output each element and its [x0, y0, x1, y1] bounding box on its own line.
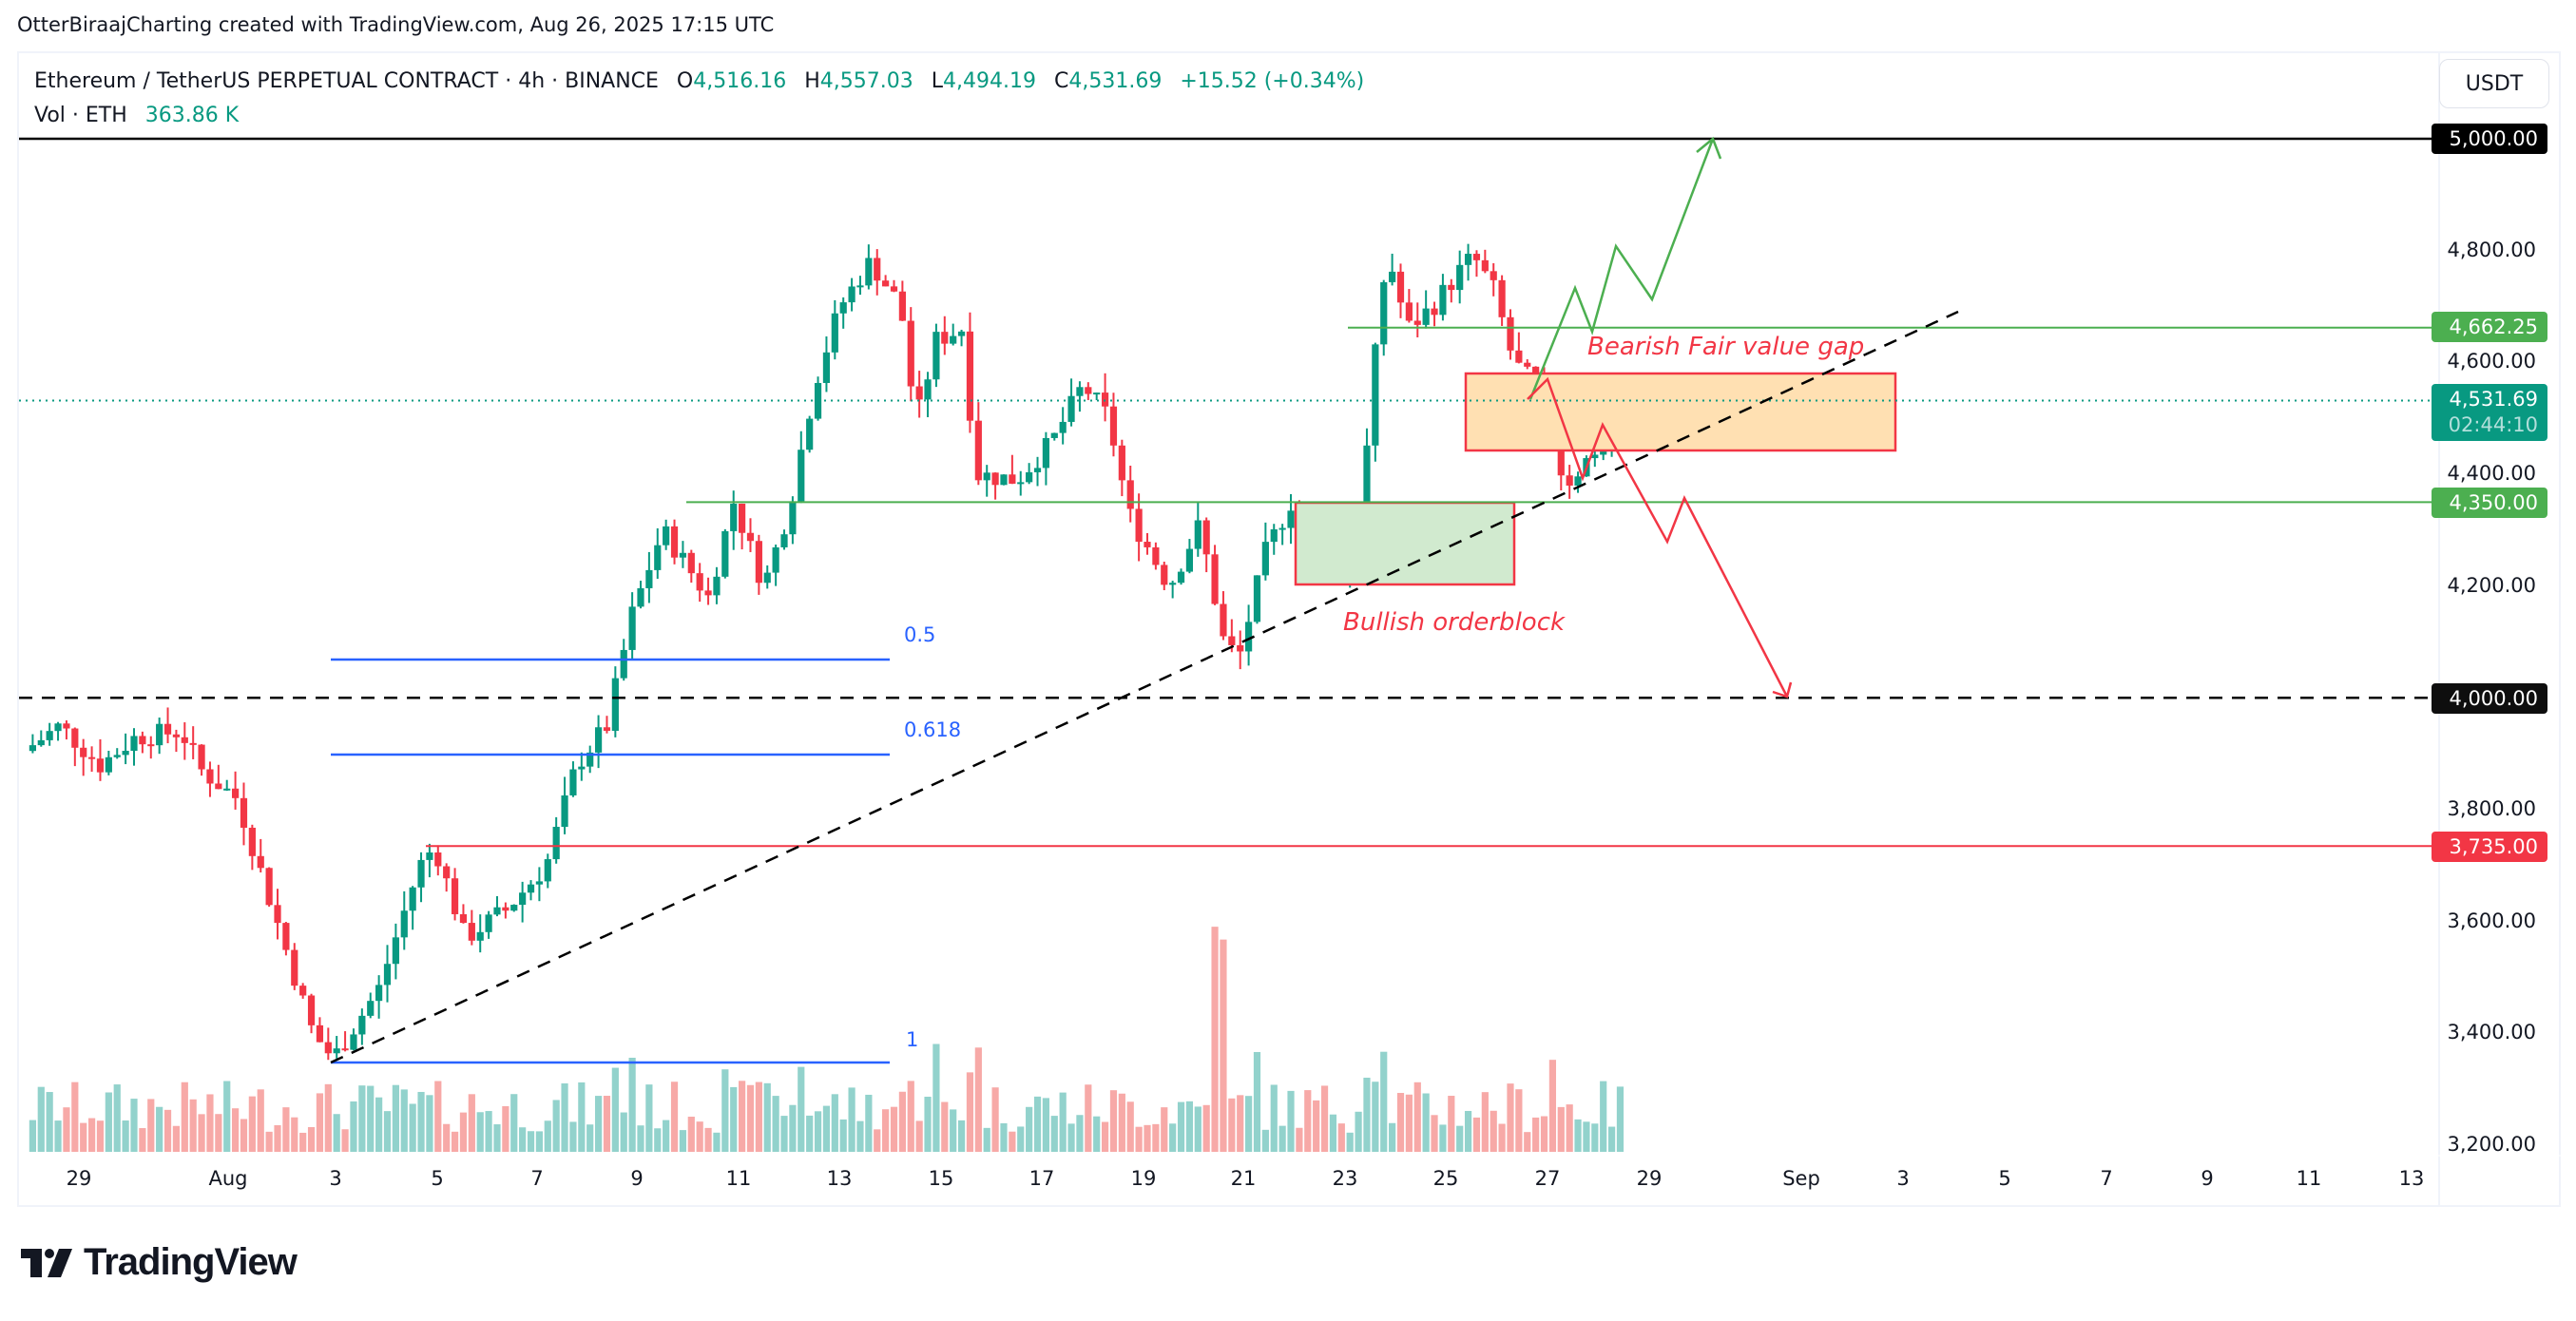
brand-name: TradingView: [84, 1241, 298, 1283]
price-tag-4662: 4,662.25: [2432, 312, 2547, 342]
currency-button[interactable]: USDT: [2439, 59, 2549, 108]
last-price-tag: 4,531.69 02:44:10: [2432, 384, 2547, 441]
volume-value: 363.86 K: [144, 104, 240, 127]
bullish-arrow-head-icon: [1696, 136, 1722, 160]
chart-frame: [17, 51, 2561, 1207]
time-tick: 23: [1332, 1167, 1358, 1190]
bullish-projection-path[interactable]: [1528, 138, 1715, 400]
time-tick: 3: [1896, 1167, 1910, 1190]
price-tick: 3,600.00: [2447, 909, 2536, 932]
time-tick: 29: [1636, 1167, 1663, 1190]
volume-bars: [29, 927, 1624, 1152]
orderblock-label: Bullish orderblock: [1343, 608, 1566, 637]
price-tick: 4,200.00: [2447, 573, 2536, 597]
price-tag-4000: 4,000.00: [2432, 683, 2547, 714]
time-tick: 7: [2100, 1167, 2113, 1190]
time-tick: 3: [329, 1167, 342, 1190]
time-tick: 7: [530, 1167, 544, 1190]
time-tick: 11: [725, 1167, 752, 1190]
fvg-label: Bearish Fair value gap: [1587, 333, 1865, 361]
price-tick: 4,400.00: [2447, 461, 2536, 485]
price-tick: 4,600.00: [2447, 350, 2536, 373]
fib-level-0.618: 0.618: [904, 718, 962, 741]
change-value: +15.52 (+0.34%): [1180, 69, 1365, 93]
time-tick: Sep: [1782, 1167, 1820, 1190]
time-tick: 27: [1534, 1167, 1561, 1190]
time-tick: 11: [2296, 1167, 2322, 1190]
last-price-value: 4,531.69: [2449, 388, 2538, 411]
low-label: L: [931, 69, 943, 93]
time-tick: 19: [1130, 1167, 1157, 1190]
price-tag-4350: 4,350.00: [2432, 488, 2547, 518]
price-tick: 3,800.00: [2447, 796, 2536, 820]
chart-credit: OtterBiraajCharting created with Trading…: [17, 13, 775, 36]
volume-label[interactable]: Vol · ETH: [34, 104, 127, 127]
time-tick: 13: [826, 1167, 853, 1190]
open-label: O: [676, 69, 694, 93]
price-tag-5000: 5,000.00: [2432, 124, 2547, 154]
fvg-zone[interactable]: [1464, 372, 1897, 452]
price-tick: 3,400.00: [2447, 1021, 2536, 1044]
bearish-arrow-head-icon: [1772, 681, 1793, 699]
low-value: 4,494.19: [943, 69, 1036, 93]
close-label: C: [1053, 69, 1069, 93]
time-tick: 17: [1028, 1167, 1055, 1190]
trendline[interactable]: [330, 310, 1959, 1064]
symbol-title[interactable]: Ethereum / TetherUS PERPETUAL CONTRACT ·…: [34, 69, 659, 93]
candles: [29, 243, 1624, 1061]
time-tick: 9: [630, 1167, 644, 1190]
time-tick: Aug: [208, 1167, 248, 1190]
high-value: 4,557.03: [819, 69, 913, 93]
time-tick: 15: [928, 1167, 954, 1190]
price-tag-3735: 3,735.00: [2432, 832, 2547, 862]
tradingview-logo[interactable]: TradingView: [21, 1241, 298, 1284]
time-tick: 29: [66, 1167, 92, 1190]
time-tick: 5: [1998, 1167, 2011, 1190]
time-tick: 5: [431, 1167, 444, 1190]
tradingview-logo-icon: [21, 1248, 72, 1277]
fib-level-1: 1: [906, 1028, 919, 1051]
time-tick: 21: [1230, 1167, 1257, 1190]
open-value: 4,516.16: [693, 69, 787, 93]
time-tick: 9: [2201, 1167, 2214, 1190]
price-tick: 3,200.00: [2447, 1132, 2536, 1156]
time-tick: 13: [2398, 1167, 2425, 1190]
fib-level-0.5: 0.5: [904, 623, 936, 646]
bearish-projection-path[interactable]: [1527, 376, 1789, 698]
bar-countdown: 02:44:10: [2448, 413, 2538, 436]
orderblock-zone[interactable]: [1294, 501, 1516, 586]
time-tick: 25: [1432, 1167, 1459, 1190]
price-tick: 4,800.00: [2447, 238, 2536, 261]
high-label: H: [804, 69, 820, 93]
symbol-legend: Ethereum / TetherUS PERPETUAL CONTRACT ·…: [34, 65, 1364, 133]
close-value: 4,531.69: [1068, 69, 1163, 93]
